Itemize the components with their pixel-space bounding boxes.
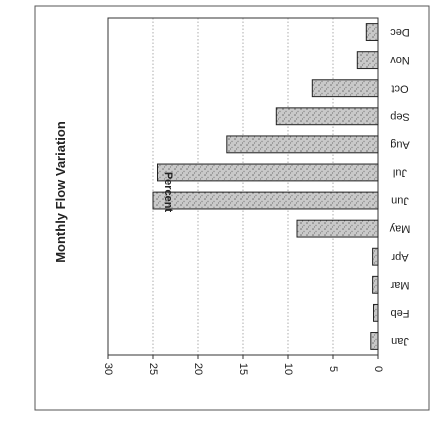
bar-feb [373, 303, 379, 322]
category-label: Jul [393, 167, 407, 179]
y-axis-title: Percent [162, 172, 174, 213]
figure-frame [34, 5, 430, 411]
category-label: Jan [391, 335, 409, 347]
category-label: Nov [390, 54, 410, 66]
bar-jan [370, 332, 379, 350]
bar-nov [356, 51, 379, 70]
category-label: Jun [391, 195, 409, 207]
plot-border [107, 17, 379, 356]
bar-mar [372, 275, 379, 294]
category-label: Dec [390, 26, 410, 38]
plot-area: 0 5 10 15 20 25 30 Jan Feb Mar Apr May Jun Jul Aug Sep O… [102, 17, 410, 375]
bar-apr [372, 247, 379, 266]
value-tick-label: 20 [192, 363, 204, 375]
category-label: Oct [391, 82, 408, 94]
category-label: Sep [390, 110, 410, 122]
bar-dec [365, 23, 379, 41]
value-tick-label: 0 [372, 366, 384, 372]
bar-may [296, 219, 379, 238]
category-label: May [389, 223, 410, 235]
bar-aug [226, 135, 379, 154]
category-label: Mar [390, 279, 409, 291]
value-tick-label: 10 [282, 363, 294, 375]
bar-sep [275, 107, 379, 126]
bar-oct [311, 79, 379, 98]
value-tick-label: 5 [327, 366, 339, 372]
bar-jul [157, 163, 379, 182]
value-tick-label: 15 [237, 363, 249, 375]
category-label: Apr [391, 251, 408, 263]
chart-title: Monthly Flow Variation [53, 121, 68, 263]
value-tick-label: 30 [102, 363, 114, 375]
bar-jun [152, 191, 379, 210]
category-label: Feb [391, 307, 410, 319]
value-tick-label: 25 [147, 363, 159, 375]
category-label: Aug [390, 138, 410, 150]
